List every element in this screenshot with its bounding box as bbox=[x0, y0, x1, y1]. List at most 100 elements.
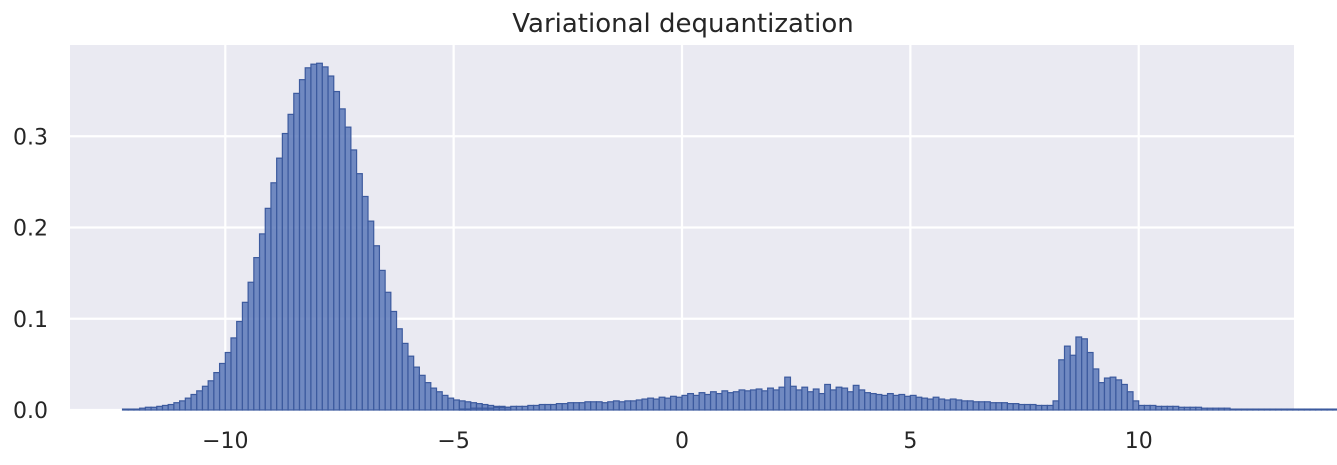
histogram-bar-108 bbox=[687, 392, 695, 411]
histogram-bar-172 bbox=[1052, 400, 1060, 411]
histogram-bar-81 bbox=[532, 404, 540, 411]
histogram-bar-91 bbox=[590, 401, 597, 411]
histogram-bar-184 bbox=[1120, 383, 1128, 411]
histogram-bar-102 bbox=[652, 398, 660, 411]
histogram-bar-10 bbox=[179, 400, 186, 411]
histogram-bar-198 bbox=[1200, 407, 1208, 411]
histogram-bar-112 bbox=[709, 391, 717, 411]
histogram-bar-99 bbox=[635, 399, 643, 411]
histogram-bar-132 bbox=[824, 383, 832, 411]
x-tick-label-4: 10 bbox=[1125, 429, 1153, 454]
histogram-bar-32 bbox=[304, 67, 312, 411]
histogram-bar-46 bbox=[384, 291, 392, 411]
histogram-bar-153 bbox=[944, 399, 951, 411]
histogram-bar-167 bbox=[1023, 403, 1031, 411]
histogram-bar-207 bbox=[1252, 408, 1260, 411]
histogram-bar-154 bbox=[949, 398, 957, 411]
histogram-bar-219 bbox=[1320, 408, 1328, 411]
histogram-bar-42 bbox=[361, 195, 369, 411]
histogram-bar-37 bbox=[333, 90, 341, 411]
histogram-bar-55 bbox=[435, 391, 443, 411]
histogram-bar-71 bbox=[475, 407, 483, 411]
histogram-bar-216 bbox=[1303, 408, 1311, 411]
histogram-bar-93 bbox=[601, 402, 609, 411]
histogram-bar-185 bbox=[1126, 391, 1134, 411]
histogram-bar-22 bbox=[247, 281, 255, 411]
histogram-bar-36 bbox=[327, 75, 335, 411]
histogram-bar-202 bbox=[1223, 407, 1231, 411]
histogram-bar-7 bbox=[161, 404, 169, 411]
histogram-bar-88 bbox=[572, 402, 580, 411]
histogram-bar-158 bbox=[972, 401, 980, 411]
histogram-bar-135 bbox=[841, 387, 849, 411]
histogram-bar-8 bbox=[167, 403, 175, 411]
histogram-bar-12 bbox=[190, 393, 198, 411]
histogram-bar-104 bbox=[664, 397, 672, 411]
histogram-bar-97 bbox=[624, 400, 632, 411]
histogram-bar-86 bbox=[561, 403, 569, 411]
histogram-bar-30 bbox=[293, 92, 301, 411]
histogram-bar-138 bbox=[858, 389, 866, 411]
histogram-bar-116 bbox=[732, 391, 740, 411]
histogram-bar-143 bbox=[886, 392, 894, 411]
histogram-bar-47 bbox=[390, 310, 398, 411]
histogram-bar-215 bbox=[1297, 408, 1305, 411]
histogram-bar-209 bbox=[1263, 408, 1271, 411]
x-tick-label-3: 5 bbox=[903, 429, 917, 454]
histogram-bar-180 bbox=[1098, 382, 1106, 411]
histogram-bar-38 bbox=[338, 108, 346, 411]
histogram-bar-196 bbox=[1189, 406, 1197, 411]
histogram-bar-191 bbox=[1160, 405, 1168, 411]
histogram-bar-178 bbox=[1086, 351, 1094, 411]
histogram-bar-166 bbox=[1018, 403, 1026, 411]
histogram-bar-160 bbox=[983, 401, 991, 411]
histogram-bar-205 bbox=[1240, 408, 1248, 411]
histogram-bar-174 bbox=[1063, 345, 1071, 411]
histogram-bar-94 bbox=[607, 401, 615, 411]
histogram-bar-43 bbox=[367, 220, 375, 411]
histogram-bar-171 bbox=[1046, 404, 1054, 411]
histogram-bar-13 bbox=[196, 390, 204, 411]
histogram-bar-162 bbox=[995, 402, 1003, 411]
histogram-bar-186 bbox=[1132, 400, 1140, 411]
histogram-bar-35 bbox=[321, 66, 329, 411]
histogram-bar-136 bbox=[846, 391, 854, 411]
histogram-bar-4 bbox=[144, 406, 152, 411]
histogram-bar-146 bbox=[904, 395, 911, 411]
histogram-bar-125 bbox=[784, 376, 792, 411]
histogram-bar-105 bbox=[669, 395, 677, 411]
histogram-bar-195 bbox=[1183, 406, 1191, 411]
histogram-bar-194 bbox=[1178, 406, 1185, 411]
histogram-bar-176 bbox=[1075, 336, 1083, 411]
histogram-bar-130 bbox=[812, 388, 820, 411]
histogram-bar-75 bbox=[498, 406, 506, 411]
histogram-bar-68 bbox=[458, 408, 466, 411]
histogram-bar-157 bbox=[966, 400, 974, 411]
x-tick-label-1: −5 bbox=[437, 429, 469, 454]
histogram-bar-53 bbox=[424, 382, 432, 411]
histogram-bar-28 bbox=[281, 132, 289, 411]
histogram-bar-156 bbox=[961, 400, 969, 411]
histogram-bar-218 bbox=[1315, 408, 1323, 411]
histogram-bar-148 bbox=[915, 396, 923, 411]
histogram-bar-111 bbox=[704, 393, 712, 411]
histogram-bar-134 bbox=[835, 386, 843, 411]
histogram-bar-21 bbox=[241, 301, 249, 411]
histogram-bar-76 bbox=[504, 406, 512, 411]
histogram-bar-54 bbox=[430, 387, 438, 411]
histogram-bar-117 bbox=[738, 389, 746, 411]
histogram-bar-217 bbox=[1309, 408, 1317, 411]
histogram-bar-85 bbox=[555, 403, 563, 411]
histogram-bar-165 bbox=[1012, 403, 1020, 411]
histogram-bar-123 bbox=[772, 389, 780, 411]
histogram-bar-70 bbox=[470, 407, 478, 411]
histogram-bar-69 bbox=[464, 408, 472, 411]
histogram-bar-6 bbox=[156, 405, 164, 411]
histogram-bar-50 bbox=[407, 355, 415, 411]
histogram-bar-220 bbox=[1326, 408, 1334, 411]
histogram-bar-204 bbox=[1235, 408, 1243, 411]
histogram-bar-20 bbox=[236, 320, 244, 411]
histogram-bar-78 bbox=[515, 405, 523, 411]
histogram-bar-221 bbox=[1332, 408, 1337, 411]
